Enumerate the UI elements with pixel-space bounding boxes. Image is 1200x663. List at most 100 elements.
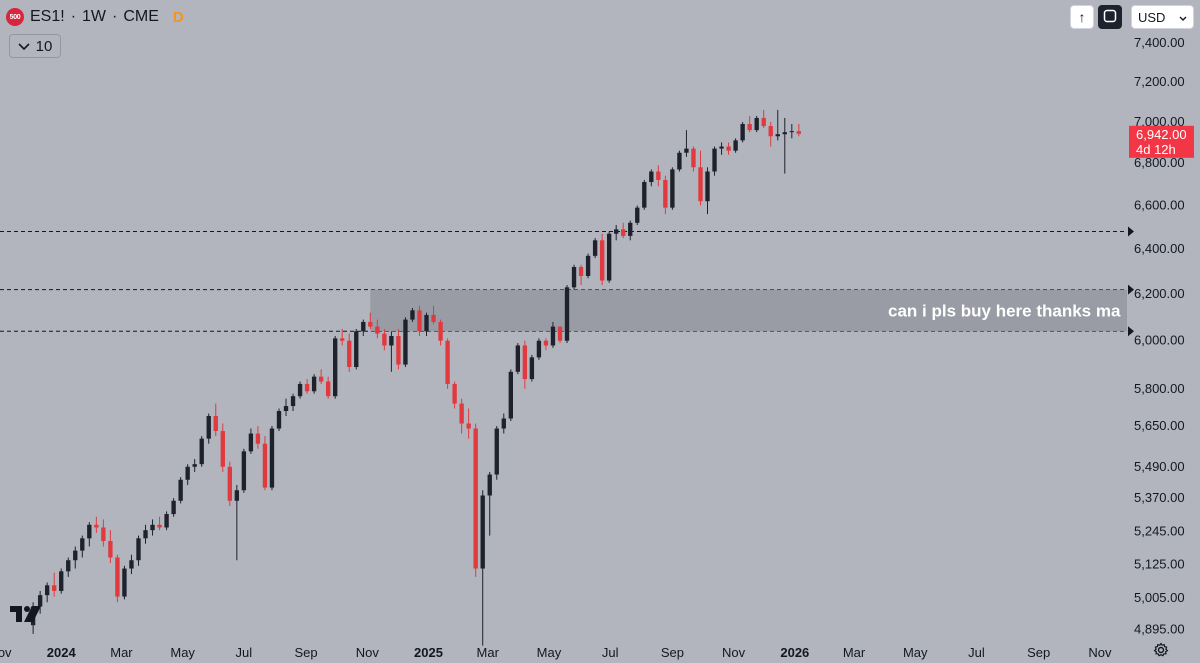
candle[interactable]	[403, 317, 408, 367]
candle[interactable]	[775, 109, 780, 141]
candle[interactable]	[185, 464, 190, 485]
candle[interactable]	[136, 535, 141, 566]
candle[interactable]	[621, 222, 626, 239]
candle[interactable]	[663, 175, 668, 215]
candle[interactable]	[417, 305, 422, 337]
candle[interactable]	[347, 333, 352, 372]
candle[interactable]	[536, 338, 542, 360]
candle[interactable]	[368, 312, 373, 329]
candle[interactable]	[171, 498, 176, 517]
candle[interactable]	[311, 374, 317, 394]
candle[interactable]	[543, 338, 549, 351]
symbol-header[interactable]: 500 ES1! · 1W · CME D	[6, 6, 184, 28]
candle[interactable]	[101, 519, 106, 547]
candle[interactable]	[508, 369, 513, 421]
candle[interactable]	[712, 146, 717, 176]
candle[interactable]	[424, 312, 429, 337]
candle[interactable]	[747, 115, 752, 133]
candle[interactable]	[698, 150, 703, 206]
candle[interactable]	[473, 423, 478, 577]
candle[interactable]	[396, 328, 401, 370]
candle[interactable]	[529, 354, 535, 382]
candle[interactable]	[178, 477, 183, 504]
candle[interactable]	[262, 436, 268, 491]
candle[interactable]	[206, 413, 211, 444]
candle[interactable]	[375, 319, 380, 339]
candle[interactable]	[719, 142, 724, 155]
candle[interactable]	[80, 535, 85, 558]
candle[interactable]	[192, 459, 197, 472]
candle[interactable]	[466, 408, 471, 439]
candle[interactable]	[649, 169, 654, 187]
candle[interactable]	[789, 124, 794, 139]
candle[interactable]	[59, 568, 64, 594]
candle[interactable]	[389, 331, 394, 372]
candle[interactable]	[501, 413, 506, 434]
candle[interactable]	[150, 519, 155, 536]
candle[interactable]	[283, 398, 289, 416]
candle[interactable]	[614, 224, 619, 241]
delayed-badge[interactable]: D	[172, 8, 184, 26]
candle[interactable]	[782, 117, 787, 174]
candle[interactable]	[248, 428, 254, 454]
symbol-name[interactable]: ES1!	[30, 8, 65, 25]
candle[interactable]	[129, 554, 134, 575]
candle[interactable]	[438, 319, 443, 346]
candle[interactable]	[290, 393, 296, 412]
candle[interactable]	[164, 511, 169, 531]
candle[interactable]	[557, 326, 563, 344]
candle[interactable]	[677, 150, 682, 172]
candle[interactable]	[333, 336, 338, 399]
candle[interactable]	[410, 307, 415, 322]
candle[interactable]	[733, 138, 738, 153]
indicators-toggle[interactable]: 10	[9, 34, 61, 58]
candle[interactable]	[445, 338, 450, 389]
candle[interactable]	[220, 423, 225, 472]
candle[interactable]	[234, 484, 240, 561]
candle[interactable]	[670, 167, 675, 210]
candle[interactable]	[73, 546, 78, 569]
candle[interactable]	[66, 557, 71, 577]
candle[interactable]	[115, 554, 120, 603]
candle[interactable]	[628, 220, 633, 241]
candle[interactable]	[44, 582, 50, 603]
candle[interactable]	[726, 142, 731, 155]
candle[interactable]	[796, 124, 802, 137]
candle[interactable]	[361, 319, 366, 337]
candle[interactable]	[571, 264, 577, 290]
candle[interactable]	[599, 233, 605, 286]
fullscreen-button[interactable]	[1098, 5, 1122, 29]
zone-annotation[interactable]: can i pls buy here thanks ma	[888, 301, 1121, 320]
candle[interactable]	[522, 340, 528, 389]
candle[interactable]	[480, 490, 485, 646]
candle[interactable]	[656, 165, 661, 187]
candle[interactable]	[354, 328, 359, 370]
candle[interactable]	[564, 285, 570, 344]
candle[interactable]	[578, 264, 584, 286]
candle[interactable]	[269, 426, 275, 491]
candle[interactable]	[382, 328, 387, 351]
candle[interactable]	[642, 179, 647, 210]
candle[interactable]	[122, 565, 127, 600]
arrow-up-button[interactable]: ↑	[1070, 5, 1094, 29]
candle[interactable]	[94, 516, 99, 533]
candle[interactable]	[494, 426, 499, 480]
interval-label[interactable]: 1W	[82, 8, 107, 25]
settings-gear-icon[interactable]	[1153, 642, 1169, 663]
candle[interactable]	[459, 398, 464, 434]
candle[interactable]	[515, 343, 521, 375]
candle[interactable]	[108, 530, 113, 563]
candle[interactable]	[705, 167, 710, 215]
candle[interactable]	[340, 328, 345, 346]
candle[interactable]	[199, 436, 204, 467]
candle[interactable]	[213, 403, 218, 437]
candle[interactable]	[452, 381, 457, 409]
candle[interactable]	[304, 379, 310, 394]
candle[interactable]	[691, 146, 696, 172]
candle[interactable]	[487, 471, 492, 536]
candle[interactable]	[227, 461, 232, 507]
candle[interactable]	[550, 321, 556, 348]
candle[interactable]	[318, 369, 324, 384]
candle[interactable]	[431, 305, 436, 325]
